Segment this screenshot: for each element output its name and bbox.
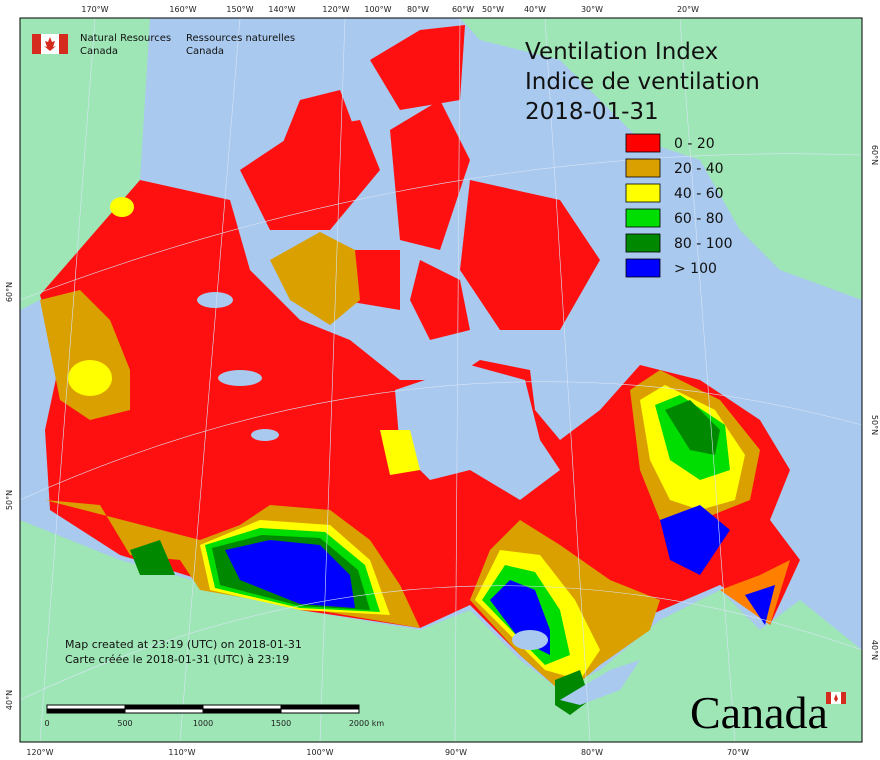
flag bbox=[32, 34, 68, 54]
legend: 0 - 20 20 - 40 40 - 60 60 - 80 80 - 100 > 100 bbox=[625, 133, 733, 278]
graticule-label: 80°W bbox=[581, 748, 603, 757]
lake bbox=[560, 660, 640, 705]
legend-label: 20 - 40 bbox=[674, 161, 724, 177]
legend-swatch bbox=[625, 133, 661, 153]
legend-label: 60 - 80 bbox=[674, 211, 724, 227]
scale-label: 1000 bbox=[193, 719, 213, 728]
legend-label: 0 - 20 bbox=[674, 136, 715, 152]
legend-label: > 100 bbox=[674, 261, 717, 277]
graticule-label: 80°W bbox=[407, 5, 429, 14]
zone-over-100 bbox=[745, 585, 775, 625]
graticule-label: 40°W bbox=[524, 5, 546, 14]
lake bbox=[251, 429, 279, 441]
graticule-label: 60°N bbox=[870, 145, 879, 165]
legend-swatch bbox=[625, 233, 661, 253]
zone-over-100 bbox=[660, 505, 730, 575]
graticule-label: 40°N bbox=[870, 640, 879, 660]
wordmark-flag bbox=[826, 692, 846, 704]
graticule-label: 50°N bbox=[5, 490, 14, 510]
graticule-label: 40°N bbox=[5, 690, 14, 710]
zone-40-60 bbox=[110, 197, 134, 217]
legend-label: 40 - 60 bbox=[674, 186, 724, 202]
legend-swatch bbox=[625, 258, 661, 278]
graticule-label: 120°W bbox=[26, 748, 53, 757]
graticule bbox=[20, 18, 862, 742]
agency-fr: Canada bbox=[186, 46, 224, 57]
graticule-label: 170°W bbox=[81, 5, 108, 14]
graticule-label: 140°W bbox=[268, 5, 295, 14]
lake bbox=[512, 630, 548, 650]
scale-label: 0 bbox=[44, 719, 49, 728]
graticule-label: 100°W bbox=[306, 748, 333, 757]
zone-40-60 bbox=[380, 430, 420, 475]
graticule-label: 50°W bbox=[482, 5, 504, 14]
island bbox=[280, 90, 355, 160]
graticule-label: 20°W bbox=[677, 5, 699, 14]
graticule-label: 70°W bbox=[727, 748, 749, 757]
scale-label: 500 bbox=[117, 719, 132, 728]
graticule-label: 60°W bbox=[452, 5, 474, 14]
lake bbox=[197, 292, 233, 308]
zone-80-100 bbox=[130, 540, 175, 575]
hudson-bay bbox=[395, 365, 560, 500]
island bbox=[410, 260, 470, 340]
zone-40-60 bbox=[68, 360, 112, 396]
title: Indice de ventilation bbox=[525, 69, 760, 95]
agency-en: Natural Resources bbox=[80, 33, 171, 44]
alaska bbox=[20, 18, 150, 310]
graticule-label: 120°W bbox=[322, 5, 349, 14]
graticule-label: 50°N bbox=[870, 415, 879, 435]
legend-swatch bbox=[625, 208, 661, 228]
title: 2018-01-31 bbox=[525, 99, 659, 125]
graticule-label: 150°W bbox=[226, 5, 253, 14]
greenland bbox=[460, 18, 862, 300]
legend-swatch bbox=[625, 158, 661, 178]
lake bbox=[218, 370, 262, 386]
agency-fr: Ressources naturelles bbox=[186, 33, 295, 44]
note: Map created at 23:19 (UTC) on 2018-01-31 bbox=[65, 638, 302, 651]
graticule-label: 60°N bbox=[5, 282, 14, 302]
legend-label: 80 - 100 bbox=[674, 236, 733, 252]
agency-en: Canada bbox=[80, 46, 118, 57]
map-area bbox=[20, 18, 862, 742]
map-frame bbox=[19, 17, 863, 743]
scale-label: 1500 bbox=[271, 719, 291, 728]
legend-swatch bbox=[625, 183, 661, 203]
zone-20-40 bbox=[270, 232, 360, 325]
graticule-label: 90°W bbox=[445, 748, 467, 757]
graticule-label: 110°W bbox=[168, 748, 195, 757]
note: Carte créée le 2018-01-31 (UTC) à 23:19 bbox=[65, 653, 289, 666]
island bbox=[390, 100, 470, 250]
scale-label: 2000 bbox=[349, 719, 369, 728]
title: Ventilation Index bbox=[525, 39, 718, 65]
zone-over-100 bbox=[225, 540, 355, 608]
island bbox=[370, 25, 465, 110]
graticule-label: 100°W bbox=[364, 5, 391, 14]
zone-80-100 bbox=[665, 400, 720, 455]
usa bbox=[20, 520, 862, 742]
scale-bar bbox=[46, 704, 360, 714]
wordmark: Canada bbox=[690, 687, 828, 738]
scale-label: km bbox=[372, 719, 385, 728]
baffin-island bbox=[460, 180, 600, 330]
graticule-label: 160°W bbox=[169, 5, 196, 14]
graticule-label: 30°W bbox=[581, 5, 603, 14]
